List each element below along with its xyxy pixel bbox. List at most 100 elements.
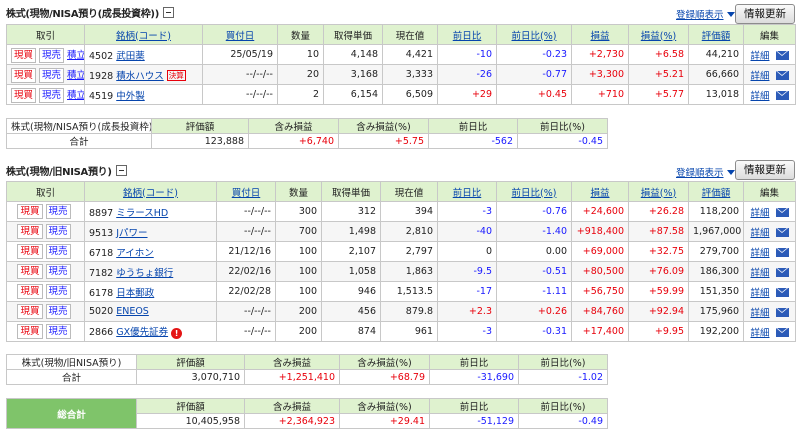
day-change-pct: +0.26 — [496, 301, 572, 322]
detail-link[interactable]: 詳細 — [750, 207, 770, 219]
edit-cell: 詳細 — [743, 221, 796, 242]
column-header[interactable]: 銘柄(コード) — [84, 181, 217, 202]
accumulate-link[interactable]: 積立 — [67, 89, 85, 101]
quantity: 700 — [275, 221, 322, 242]
warning-icon[interactable]: ! — [171, 328, 183, 339]
stock-name-link[interactable]: 日本郵政 — [116, 287, 155, 299]
accumulate-link[interactable]: 積立 — [67, 49, 85, 61]
mail-icon[interactable] — [775, 50, 789, 60]
profit-loss-pct: +5.21 — [628, 64, 689, 85]
column-header[interactable]: 損益 — [571, 181, 629, 202]
stock-name-link[interactable]: ゆうちょ銀行 — [116, 267, 174, 279]
sell-button[interactable]: 現売 — [39, 47, 65, 63]
stock-name-link[interactable]: Jパワー — [116, 227, 148, 239]
summary-header: 含み損益 — [248, 118, 339, 134]
mail-icon[interactable] — [775, 327, 789, 337]
sort-order-link[interactable]: 登録順表示 — [676, 7, 735, 21]
detail-link[interactable]: 詳細 — [750, 287, 770, 299]
trade-actions: 現買 現売 — [6, 261, 85, 282]
sell-button[interactable]: 現売 — [45, 284, 71, 299]
sell-button[interactable]: 現売 — [45, 224, 71, 239]
mail-icon[interactable] — [775, 287, 789, 297]
profit-loss-pct: +6.58 — [628, 44, 689, 65]
accumulate-link[interactable]: 積立 — [67, 69, 85, 81]
purchase-date: --/--/-- — [216, 221, 276, 242]
column-header[interactable]: 損益(%) — [628, 24, 689, 45]
mail-icon[interactable] — [775, 267, 789, 277]
column-header[interactable]: 前日比(%) — [496, 24, 572, 45]
buy-button[interactable]: 現買 — [11, 87, 37, 103]
mail-icon[interactable] — [775, 307, 789, 317]
sell-button[interactable]: 現売 — [45, 324, 71, 339]
stock-code: 6178 — [89, 287, 114, 299]
valuation: 44,210 — [688, 44, 744, 65]
quantity: 2 — [277, 84, 324, 105]
detail-link[interactable]: 詳細 — [750, 90, 770, 102]
detail-link[interactable]: 詳細 — [750, 70, 770, 82]
buy-button[interactable]: 現買 — [17, 264, 43, 279]
sort-order-link-text[interactable]: 登録順表示 — [676, 10, 724, 21]
buy-button[interactable]: 現買 — [17, 284, 43, 299]
column-header[interactable]: 損益 — [571, 24, 629, 45]
sell-button[interactable]: 現売 — [39, 67, 65, 83]
buy-button[interactable]: 現買 — [11, 67, 37, 83]
buy-button[interactable]: 現買 — [17, 204, 43, 219]
collapse-toggle-icon[interactable] — [115, 165, 127, 176]
sell-button[interactable]: 現売 — [45, 304, 71, 319]
summary-value: +68.79 — [339, 369, 430, 385]
mail-icon[interactable] — [775, 207, 789, 217]
buy-button[interactable]: 現買 — [17, 304, 43, 319]
day-change: -17 — [437, 281, 497, 302]
buy-button[interactable]: 現買 — [17, 224, 43, 239]
sell-button[interactable]: 現売 — [39, 87, 65, 103]
sell-button[interactable]: 現売 — [45, 204, 71, 219]
sort-order-link[interactable]: 登録順表示 — [676, 165, 735, 179]
stock-name-link[interactable]: アイホン — [116, 247, 154, 259]
mail-icon[interactable] — [775, 247, 789, 257]
buy-button[interactable]: 現買 — [17, 244, 43, 259]
buy-button[interactable]: 現買 — [17, 324, 43, 339]
column-header[interactable]: 銘柄(コード) — [84, 24, 203, 45]
detail-link[interactable]: 詳細 — [750, 247, 770, 259]
sort-order-link-text[interactable]: 登録順表示 — [676, 168, 724, 179]
stock-name-link[interactable]: 武田薬 — [116, 50, 145, 62]
mail-icon[interactable] — [775, 227, 789, 237]
detail-link[interactable]: 詳細 — [750, 50, 770, 62]
purchase-date: --/--/-- — [202, 84, 278, 105]
table-row: 現買 現売 7182 ゆうちょ銀行 22/02/16 100 1,058 1,863 -9.5… — [6, 261, 796, 282]
column-header[interactable]: 買付日 — [202, 24, 278, 45]
column-header[interactable]: 評価額 — [688, 181, 744, 202]
stock-name-link[interactable]: GX優先証券 — [116, 327, 169, 338]
stock-name-link[interactable]: ENEOS — [116, 306, 149, 317]
refresh-button[interactable]: 情報更新 — [735, 160, 795, 180]
summary-table-nisa-growth: 株式(現物/NISA預り(成長投資枠)) 評価額 含み損益 含み損益(%) 前日… — [6, 118, 608, 149]
quantity: 100 — [275, 281, 322, 302]
column-header[interactable]: 評価額 — [688, 24, 744, 45]
edit-cell: 詳細 — [743, 321, 796, 342]
stock-code: 5020 — [89, 306, 114, 317]
summary-value: +1,251,410 — [244, 369, 340, 385]
stock-name-link[interactable]: 中外製 — [116, 90, 145, 102]
detail-link[interactable]: 詳細 — [750, 227, 770, 239]
table-row: 現買 現売 積立 4502 武田薬 25/05/19 10 4,148 4,421 -10 -0.… — [6, 44, 796, 65]
stock-name-link[interactable]: 積水ハウス — [116, 70, 164, 82]
section-title-text: 株式(現物/旧NISA預り) — [6, 167, 112, 178]
refresh-button[interactable]: 情報更新 — [735, 4, 795, 24]
column-header[interactable]: 前日比(%) — [496, 181, 572, 202]
detail-link[interactable]: 詳細 — [750, 267, 770, 279]
collapse-toggle-icon[interactable] — [162, 7, 174, 18]
sell-button[interactable]: 現売 — [45, 264, 71, 279]
detail-link[interactable]: 詳細 — [750, 327, 770, 339]
mail-icon[interactable] — [775, 90, 789, 100]
buy-button[interactable]: 現買 — [11, 47, 37, 63]
stock-name-link[interactable]: ミラースHD — [116, 207, 169, 219]
mail-icon[interactable] — [775, 70, 789, 80]
column-header[interactable]: 買付日 — [216, 181, 276, 202]
column-header[interactable]: 前日比 — [437, 181, 497, 202]
profit-loss-pct: +26.28 — [628, 201, 689, 222]
column-header[interactable]: 損益(%) — [628, 181, 689, 202]
stock-cell: 6178 日本郵政 — [84, 281, 217, 302]
sell-button[interactable]: 現売 — [45, 244, 71, 259]
detail-link[interactable]: 詳細 — [750, 307, 770, 319]
column-header[interactable]: 前日比 — [437, 24, 497, 45]
